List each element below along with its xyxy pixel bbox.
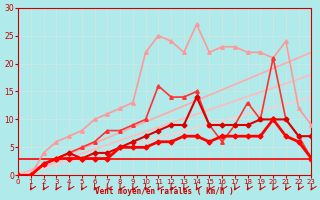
X-axis label: Vent moyen/en rafales ( km/h ): Vent moyen/en rafales ( km/h ) <box>95 187 234 196</box>
